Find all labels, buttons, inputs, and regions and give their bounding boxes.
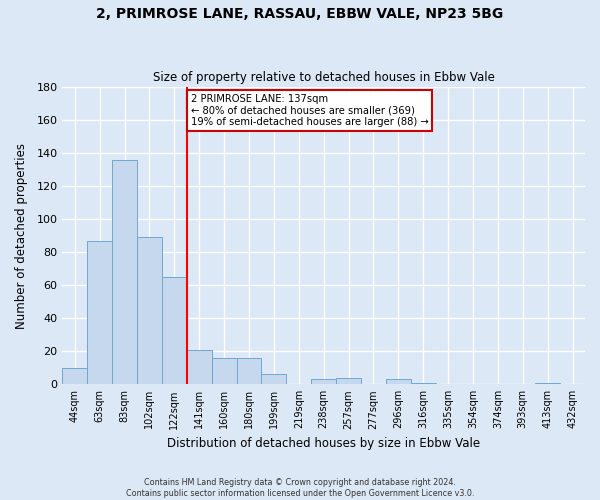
Bar <box>112 160 137 384</box>
Y-axis label: Number of detached properties: Number of detached properties <box>15 142 28 328</box>
Bar <box>236 358 262 384</box>
Text: 2 PRIMROSE LANE: 137sqm
← 80% of detached houses are smaller (369)
19% of semi-d: 2 PRIMROSE LANE: 137sqm ← 80% of detache… <box>191 94 428 127</box>
Bar <box>535 382 560 384</box>
Text: 2, PRIMROSE LANE, RASSAU, EBBW VALE, NP23 5BG: 2, PRIMROSE LANE, RASSAU, EBBW VALE, NP2… <box>97 8 503 22</box>
Bar <box>212 358 236 384</box>
Bar <box>87 240 112 384</box>
Bar <box>336 378 361 384</box>
Title: Size of property relative to detached houses in Ebbw Vale: Size of property relative to detached ho… <box>153 72 494 85</box>
X-axis label: Distribution of detached houses by size in Ebbw Vale: Distribution of detached houses by size … <box>167 437 480 450</box>
Bar <box>386 380 411 384</box>
Bar <box>311 380 336 384</box>
Bar <box>62 368 87 384</box>
Bar <box>137 238 162 384</box>
Text: Contains HM Land Registry data © Crown copyright and database right 2024.
Contai: Contains HM Land Registry data © Crown c… <box>126 478 474 498</box>
Bar <box>411 382 436 384</box>
Bar <box>162 277 187 384</box>
Bar <box>187 350 212 384</box>
Bar <box>262 374 286 384</box>
